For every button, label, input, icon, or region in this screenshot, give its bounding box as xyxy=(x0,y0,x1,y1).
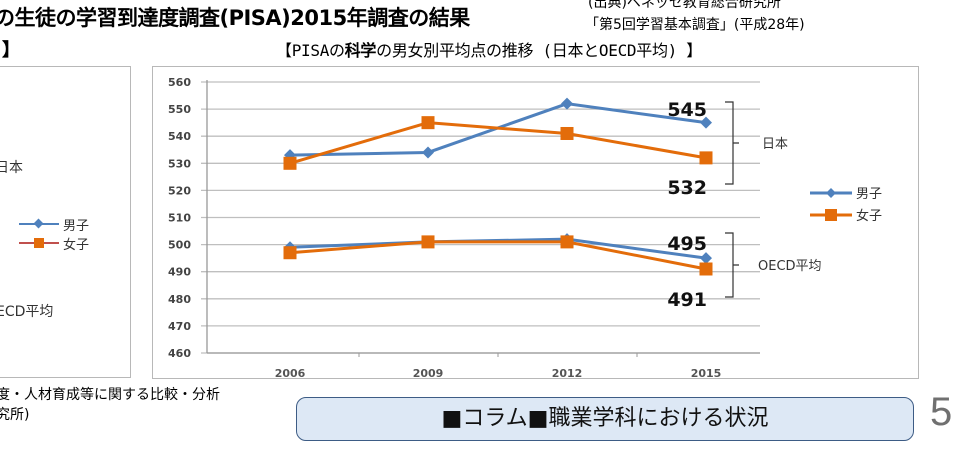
series-line xyxy=(289,240,707,271)
square-marker-icon xyxy=(421,116,435,130)
x-tick-label: 2015 xyxy=(691,367,722,380)
y-tick-label: 500 xyxy=(168,239,191,252)
legend-label-female: 女子 xyxy=(63,238,90,253)
square-marker-icon xyxy=(34,238,44,248)
page-number: 5 xyxy=(930,390,953,434)
diamond-marker-icon xyxy=(700,116,712,129)
left-legend-male: 男子 xyxy=(19,215,99,235)
value-annotation: 491 xyxy=(667,289,707,311)
y-tick-label: 470 xyxy=(168,320,191,333)
x-tick-label: 2009 xyxy=(413,367,444,380)
page-title: の生徒の学習到達度調査(PISA)2015年調査の結果 xyxy=(0,6,470,30)
y-tick-label: 480 xyxy=(168,293,191,306)
bracket-label: 日本 xyxy=(762,137,788,152)
square-marker-icon xyxy=(825,209,837,221)
x-tick-label: 2012 xyxy=(552,367,583,380)
legend-label: 男子 xyxy=(856,187,882,202)
y-tick-label: 560 xyxy=(168,76,191,89)
bracket xyxy=(725,101,739,185)
value-annotation: 495 xyxy=(667,233,707,255)
square-marker-icon xyxy=(699,151,713,165)
footnote-line2: 究所) xyxy=(0,407,30,423)
square-marker-icon xyxy=(283,246,297,260)
y-tick-label: 530 xyxy=(168,157,191,170)
y-tick-label: 510 xyxy=(168,212,191,225)
legend-label-male: 男子 xyxy=(63,219,90,234)
square-marker-icon xyxy=(699,262,713,276)
source-citation-line2: 「第5回学習基本調査」(平成28年) xyxy=(585,17,805,33)
diamond-marker-icon xyxy=(422,146,434,159)
chart-title-bold: 科学 xyxy=(344,41,377,60)
diamond-marker-icon xyxy=(561,97,573,110)
bracket-label: OECD平均 xyxy=(758,259,822,274)
square-marker-icon xyxy=(560,126,574,140)
column-banner: ■コラム■職業学科における状況 xyxy=(296,397,914,441)
series-line xyxy=(289,121,707,165)
chart-title: 【PISAの科学の男女別平均点の推移 (日本とOECD平均) 】 xyxy=(276,37,702,61)
source-citation-line1: (出典)ベネッセ教育総合研究所 xyxy=(588,0,781,11)
science-chart-panel: 460 470 480 490 500 510 520 530 540 550 560 2006 200… xyxy=(152,66,919,380)
square-marker-icon xyxy=(283,156,297,170)
square-marker-icon xyxy=(560,235,574,249)
line-chart: 460 470 480 490 500 510 520 530 540 550 560 2006 200… xyxy=(168,76,882,380)
y-tick-label: 460 xyxy=(168,347,191,360)
value-annotation: 532 xyxy=(667,177,707,199)
legend-label: 女子 xyxy=(856,208,882,224)
left-chart-title: 】 xyxy=(2,40,20,61)
footnote: 度・人材育成等に関する比較・分析 究所) xyxy=(0,385,220,425)
y-tick-label: 490 xyxy=(168,266,191,279)
y-tick-label: 550 xyxy=(168,103,191,116)
left-label-oecd: ECD平均 xyxy=(0,304,54,320)
y-tick-label: 520 xyxy=(168,184,191,197)
footnote-line1: 度・人材育成等に関する比較・分析 xyxy=(0,387,220,403)
bracket xyxy=(725,232,739,298)
chart-title-prefix: 【PISAの xyxy=(276,41,345,60)
chart-title-suffix: の男女別平均点の推移 (日本とOECD平均) 】 xyxy=(376,41,703,60)
left-legend-female: 女子 xyxy=(19,234,99,254)
value-annotation: 545 xyxy=(667,99,707,121)
y-tick-label: 540 xyxy=(168,130,191,143)
diamond-marker-icon xyxy=(826,188,836,198)
square-marker-icon xyxy=(421,235,435,249)
x-tick-label: 2006 xyxy=(275,367,306,380)
left-label-japan: 日本 xyxy=(0,160,23,176)
left-chart-panel: 日本 男子 女子 ECD平均 xyxy=(0,66,131,378)
diamond-marker-icon xyxy=(700,252,712,265)
diamond-marker-icon xyxy=(33,218,44,229)
